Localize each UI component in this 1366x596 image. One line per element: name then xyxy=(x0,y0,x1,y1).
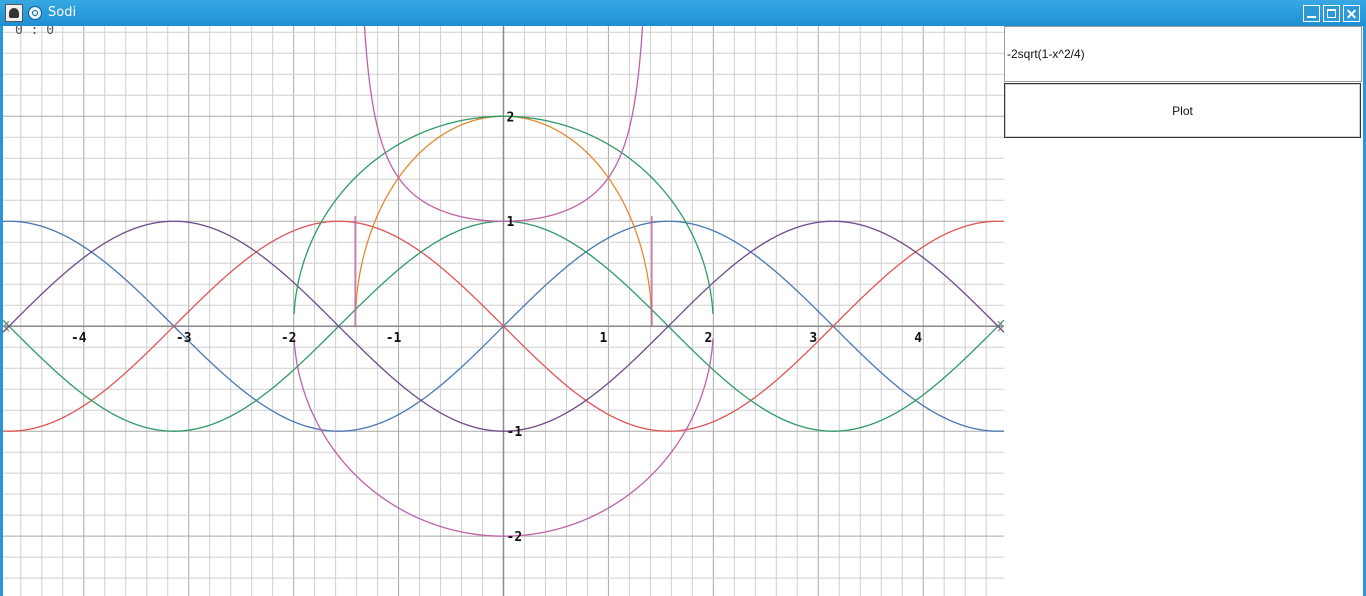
plot-svg: -4 -3 -2 -1 1 2 3 4 2 1 -1 -2 xyxy=(3,26,1004,596)
gear-icon[interactable] xyxy=(28,6,42,20)
minimize-button[interactable] xyxy=(1303,5,1320,22)
y-tick-label: -1 xyxy=(507,425,523,440)
y-tick-label: 1 xyxy=(507,215,515,230)
x-tick-label: 4 xyxy=(914,331,922,346)
x-tick-label: 3 xyxy=(809,331,817,346)
x-tick-label: -2 xyxy=(281,331,297,346)
x-tick-label: 2 xyxy=(704,331,712,346)
plot-canvas[interactable]: -4 -3 -2 -1 1 2 3 4 2 1 -1 -2 0 : 0 xyxy=(3,26,1004,596)
x-axis-arrow-icon xyxy=(997,320,1004,332)
series-line-5 xyxy=(293,115,714,315)
x-axis-arrow-left-icon xyxy=(3,320,10,332)
side-panel: Plot xyxy=(1004,26,1363,596)
window-frame-left xyxy=(0,26,3,596)
series-line-6 xyxy=(293,338,714,537)
y-tick-label: -2 xyxy=(507,530,523,545)
app-icon[interactable] xyxy=(5,4,23,22)
series-line-7 xyxy=(354,26,653,327)
window-titlebar[interactable]: Sodi xyxy=(0,0,1366,27)
x-tick-label: -1 xyxy=(386,331,402,346)
window-title: Sodi xyxy=(48,5,77,20)
close-button[interactable] xyxy=(1343,5,1360,22)
series-line-3 xyxy=(3,220,1004,432)
expression-input[interactable] xyxy=(1004,26,1362,82)
window-frame-right xyxy=(1363,26,1366,596)
y-tick-label: 2 xyxy=(507,110,515,125)
x-tick-label: 1 xyxy=(600,331,608,346)
plot-button[interactable]: Plot xyxy=(1004,83,1361,138)
series-line-1 xyxy=(3,220,1004,432)
coordinate-readout: 0 : 0 xyxy=(15,26,55,38)
maximize-button[interactable] xyxy=(1323,5,1340,22)
x-tick-label: -3 xyxy=(176,331,192,346)
x-tick-label: -4 xyxy=(71,331,87,346)
